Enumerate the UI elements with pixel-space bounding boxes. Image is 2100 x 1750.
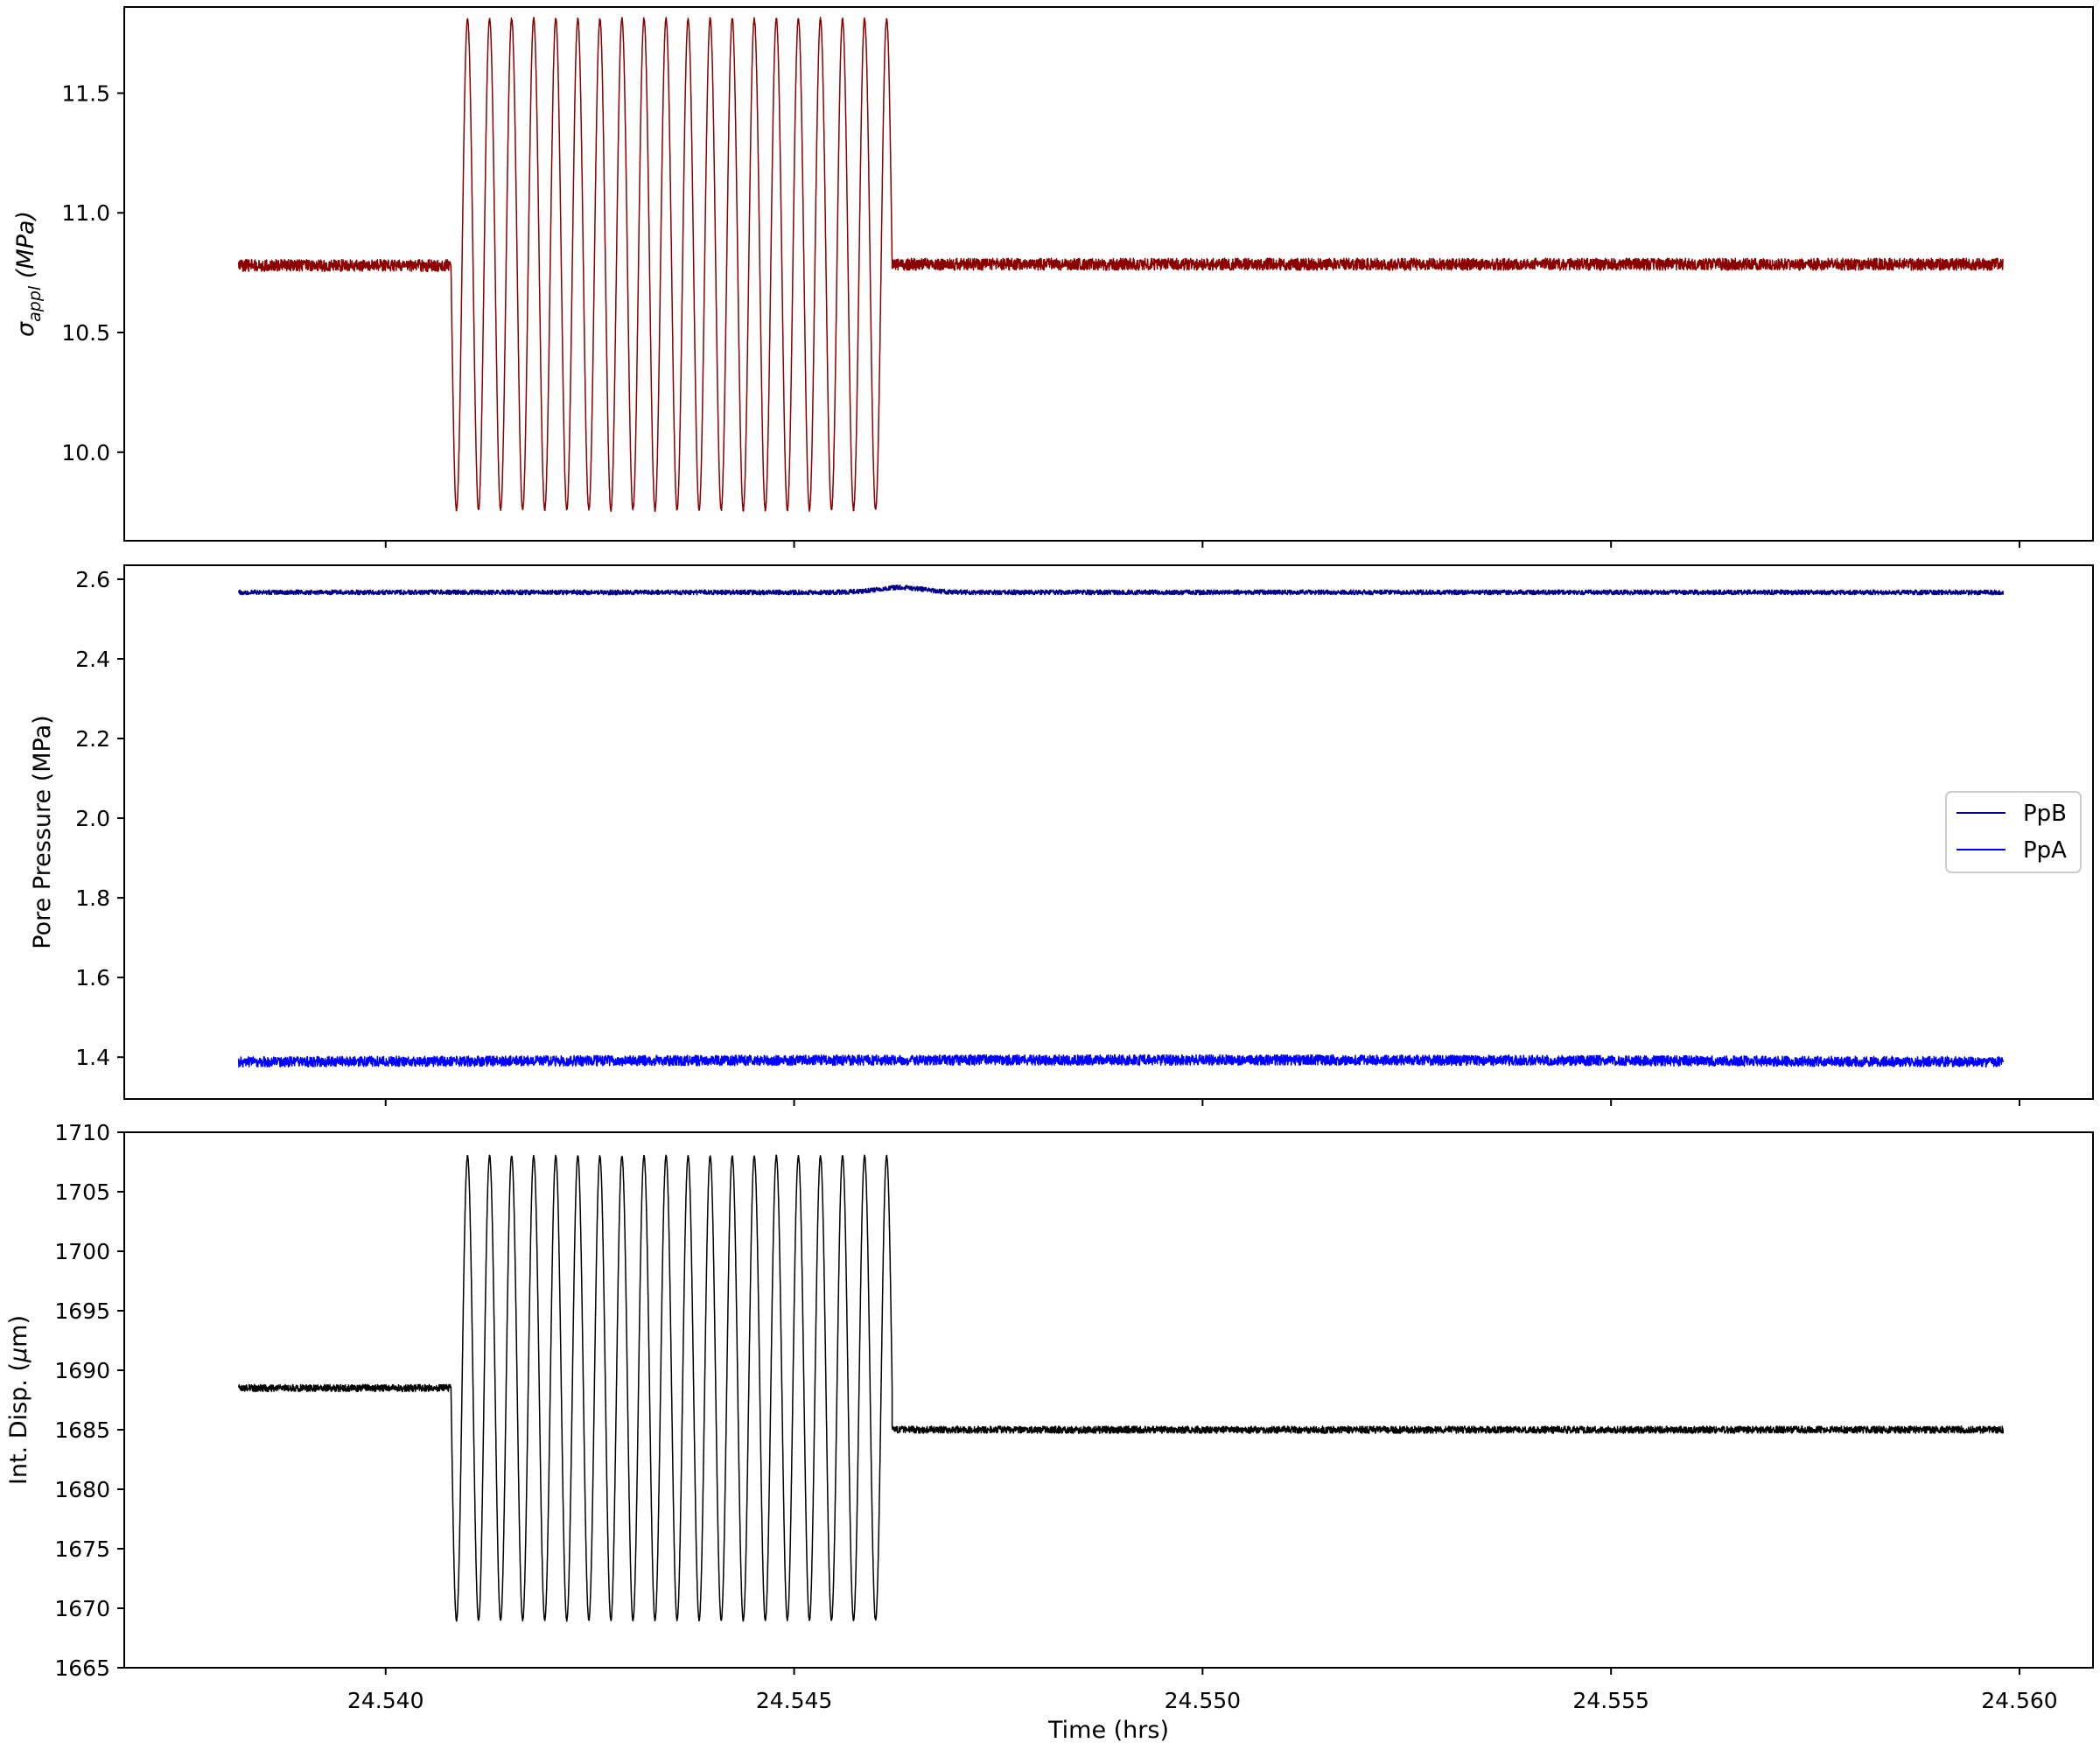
displacement-xtick-label: 24.545 [756,1688,832,1713]
pore-pressure-ytick-label: 1.6 [75,965,110,990]
pore-pressure-ytick-layer: 1.4 1.6 1.8 2.0 2.2 2.4 2.6 [75,567,124,1070]
displacement-ytick-label: 1675 [54,1536,110,1562]
displacement-ytick-label: 1665 [54,1656,110,1681]
displacement-series [237,1154,2005,1622]
displacement-ytick-label: 1670 [54,1596,110,1621]
legend-label-ppa: PpA [2023,837,2067,864]
displacement-ytick-label: 1680 [54,1477,110,1502]
displacement-ytick-label: 1705 [54,1180,110,1205]
stress-ytick-label: 10.5 [61,320,110,346]
pore-pressure-axes-frame [123,564,2094,1100]
displacement-axes-frame [123,1131,2094,1669]
displacement-xtick-label: 24.540 [347,1688,424,1713]
stress-ytick-label: 11.5 [61,80,110,106]
displacement-ylabel-prefix: Int. Disp. ( [5,1362,32,1485]
stress-series [237,17,2004,513]
stress-ytick-layer: 10.0 10.5 11.0 11.5 [61,80,124,466]
legend-label-ppb: PpB [2023,801,2067,827]
stress-panel: 10.0 10.5 11.0 11.5 σappl (MPa) [12,6,2094,548]
displacement-ytick-label: 1690 [54,1358,110,1383]
series-ppb [237,584,2005,596]
x-axis-label: Time (hrs) [1047,1717,1169,1744]
stress-ylabel-symbol: σ [12,321,39,337]
stress-axes-frame [123,6,2094,542]
displacement-xtick-layer: 24.540 24.545 24.550 24.555 24.560 [347,1668,2058,1713]
displacement-ytick-label: 1710 [54,1120,110,1145]
legend: PpB PpA [1945,791,2082,873]
pore-pressure-ytick-label: 2.2 [75,726,110,752]
displacement-xtick-label: 24.550 [1165,1688,1241,1713]
displacement-panel: 1665 1670 1675 1680 1685 1690 1695 1700 1705 1710… [5,1120,2094,1744]
pore-pressure-y-axis-label: Pore Pressure (MPa) [29,715,56,948]
displacement-xtick-label: 24.560 [1981,1688,2057,1713]
pore-pressure-ytick-label: 2.0 [75,806,110,831]
pore-pressure-series-layer [237,584,2005,1068]
pore-pressure-ytick-label: 2.4 [75,647,110,672]
displacement-ylabel-suffix: m) [5,1315,32,1348]
stress-ytick-label: 10.0 [61,440,110,466]
stress-ylabel-unit: (MPa) [12,211,39,286]
pore-pressure-panel: 1.4 1.6 1.8 2.0 2.2 2.4 2.6 Pore Pressure (MPa… [29,564,2094,1106]
displacement-ytick-label: 1700 [54,1239,110,1264]
displacement-ytick-label: 1685 [54,1418,110,1443]
pore-pressure-ytick-label: 1.8 [75,886,110,911]
pore-pressure-ytick-label: 1.4 [75,1045,110,1070]
stress-series-layer [237,17,2004,513]
stress-y-axis-label: σappl (MPa) [12,211,45,337]
stress-ytick-label: 11.0 [61,200,110,226]
displacement-ylabel-symbol: μ [5,1348,32,1363]
displacement-ytick-layer: 1665 1670 1675 1680 1685 1690 1695 1700 1705 1710 [54,1120,124,1681]
displacement-ytick-label: 1695 [54,1298,110,1324]
stress-ylabel-subscript: appl [25,285,45,322]
displacement-xtick-label: 24.555 [1572,1688,1648,1713]
pore-pressure-ytick-label: 2.6 [75,567,110,592]
stress-xtick-layer [384,541,2020,548]
displacement-series-layer [237,1154,2005,1622]
displacement-y-axis-label: Int. Disp. (μm) [5,1315,32,1485]
series-ppa [237,1054,2005,1068]
pore-pressure-xtick-layer [384,1099,2020,1106]
